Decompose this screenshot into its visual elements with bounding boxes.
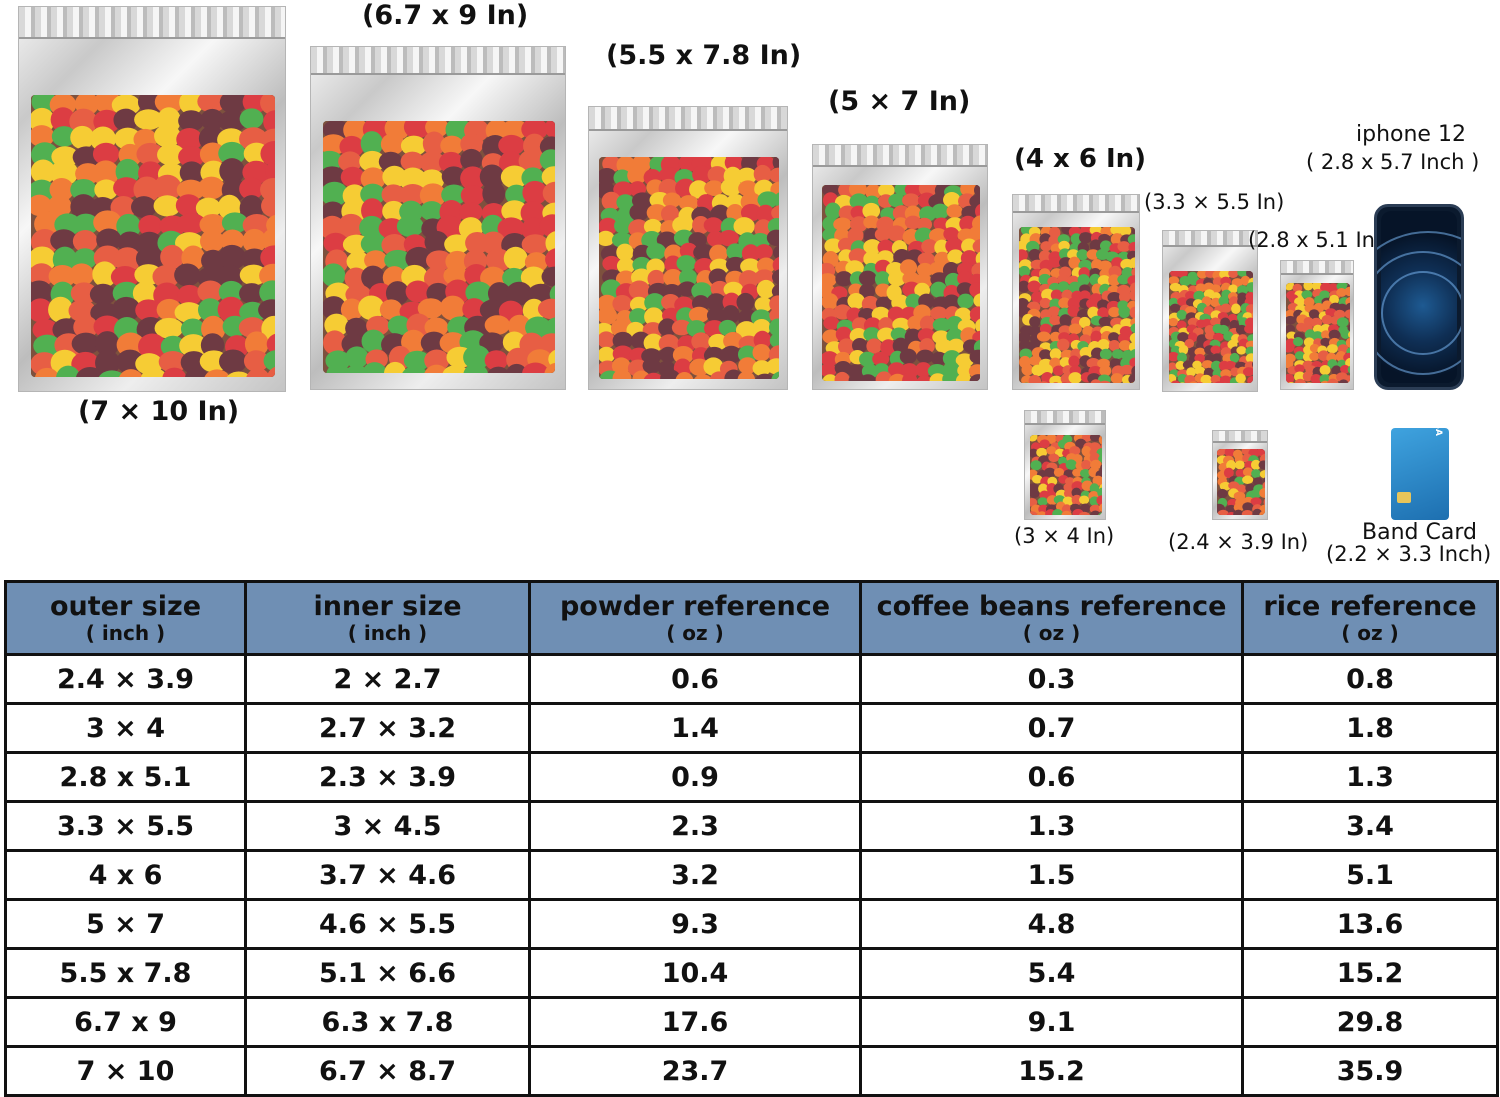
table-cell: 1.4 bbox=[530, 704, 861, 753]
table-cell: 6.7 × 8.7 bbox=[246, 1047, 530, 1096]
bag-7x10 bbox=[18, 6, 286, 392]
table-cell: 3.7 × 4.6 bbox=[246, 851, 530, 900]
table-cell: 1.5 bbox=[861, 851, 1243, 900]
table-cell: 2.4 × 3.9 bbox=[6, 655, 246, 704]
table-cell: 0.3 bbox=[861, 655, 1243, 704]
card-size: (2.2 × 3.3 Inch) bbox=[1326, 542, 1491, 566]
table-cell: 6.7 x 9 bbox=[6, 998, 246, 1047]
table-cell: 0.6 bbox=[530, 655, 861, 704]
bank-card-image: VISA bbox=[1391, 428, 1449, 520]
table-cell: 5.1 bbox=[1243, 851, 1498, 900]
table-cell: 2.7 × 3.2 bbox=[246, 704, 530, 753]
candy-fill bbox=[323, 121, 555, 373]
table-cell: 4 x 6 bbox=[6, 851, 246, 900]
table-cell: 23.7 bbox=[530, 1047, 861, 1096]
bag-label-2.8x5.1: (2.8 x 5.1 In bbox=[1248, 228, 1375, 252]
table-cell: 15.2 bbox=[861, 1047, 1243, 1096]
table-cell: 3.2 bbox=[530, 851, 861, 900]
header-powder: powder reference( oz ) bbox=[530, 582, 861, 655]
header-outer-size: outer size( inch ) bbox=[6, 582, 246, 655]
table-cell: 2 × 2.7 bbox=[246, 655, 530, 704]
candy-fill bbox=[1019, 227, 1135, 383]
candy-fill bbox=[822, 185, 980, 381]
table-cell: 29.8 bbox=[1243, 998, 1498, 1047]
table-cell: 4.6 × 5.5 bbox=[246, 900, 530, 949]
header-rice: rice reference( oz ) bbox=[1243, 582, 1498, 655]
header-coffee: coffee beans reference( oz ) bbox=[861, 582, 1243, 655]
bag-label-5.5x7.8: (5.5 x 7.8 In) bbox=[606, 40, 801, 71]
phone-size: ( 2.8 x 5.7 Inch ) bbox=[1306, 150, 1479, 174]
table-cell: 1.3 bbox=[1243, 753, 1498, 802]
bag-4x6 bbox=[1012, 194, 1140, 390]
size-reference-table: outer size( inch ) inner size( inch ) po… bbox=[4, 580, 1499, 1097]
table-cell: 2.3 bbox=[530, 802, 861, 851]
table-cell: 13.6 bbox=[1243, 900, 1498, 949]
table-cell: 3.3 × 5.5 bbox=[6, 802, 246, 851]
candy-fill bbox=[1030, 435, 1102, 515]
table-cell: 9.1 bbox=[861, 998, 1243, 1047]
table-cell: 0.8 bbox=[1243, 655, 1498, 704]
table-cell: 10.4 bbox=[530, 949, 861, 998]
table-cell: 9.3 bbox=[530, 900, 861, 949]
candy-fill bbox=[1169, 271, 1253, 383]
bag-label-3x4: (3 × 4 In) bbox=[1014, 524, 1114, 548]
candy-fill bbox=[1286, 283, 1350, 383]
card-chip-icon bbox=[1397, 492, 1411, 503]
table-cell: 7 × 10 bbox=[6, 1047, 246, 1096]
bag-label-7x10: (7 × 10 In) bbox=[78, 396, 239, 427]
table-cell: 4.8 bbox=[861, 900, 1243, 949]
bag-label-4x6: (4 x 6 In) bbox=[1014, 144, 1146, 174]
candy-fill bbox=[1217, 449, 1265, 515]
candy-fill bbox=[31, 95, 275, 377]
phone-title: iphone 12 bbox=[1356, 122, 1466, 147]
header-inner-size: inner size( inch ) bbox=[246, 582, 530, 655]
table-cell: 35.9 bbox=[1243, 1047, 1498, 1096]
table-cell: 0.6 bbox=[861, 753, 1243, 802]
table-cell: 5 × 7 bbox=[6, 900, 246, 949]
bag-label-5x7: (5 × 7 In) bbox=[828, 86, 970, 117]
table-cell: 15.2 bbox=[1243, 949, 1498, 998]
table-cell: 0.9 bbox=[530, 753, 861, 802]
bag-5x7 bbox=[812, 144, 988, 390]
table-cell: 5.4 bbox=[861, 949, 1243, 998]
table-cell: 5.1 × 6.6 bbox=[246, 949, 530, 998]
bag-3.3x5.5 bbox=[1162, 230, 1258, 392]
bag-label-2.4x3.9: (2.4 × 3.9 In) bbox=[1168, 530, 1308, 554]
iphone-image bbox=[1374, 204, 1464, 390]
table-cell: 1.8 bbox=[1243, 704, 1498, 753]
bag-label-6.7x9: (6.7 x 9 In) bbox=[362, 0, 528, 31]
bag-2.8x5.1 bbox=[1280, 260, 1354, 390]
table-cell: 1.3 bbox=[861, 802, 1243, 851]
bag-5.5x7.8 bbox=[588, 106, 788, 390]
bag-2.4x3.9 bbox=[1212, 430, 1268, 520]
table-cell: 2.3 × 3.9 bbox=[246, 753, 530, 802]
table-cell: 3.4 bbox=[1243, 802, 1498, 851]
bag-6.7x9 bbox=[310, 46, 566, 390]
table-cell: 5.5 x 7.8 bbox=[6, 949, 246, 998]
candy-fill bbox=[599, 157, 779, 379]
bag-3x4 bbox=[1024, 410, 1106, 520]
table-cell: 3 × 4.5 bbox=[246, 802, 530, 851]
table-cell: 3 × 4 bbox=[6, 704, 246, 753]
bag-label-3.3x5.5: (3.3 × 5.5 In) bbox=[1144, 190, 1284, 214]
table-header-row: outer size( inch ) inner size( inch ) po… bbox=[6, 582, 1498, 655]
table-cell: 17.6 bbox=[530, 998, 861, 1047]
card-brand: VISA bbox=[1433, 412, 1443, 436]
table-cell: 2.8 x 5.1 bbox=[6, 753, 246, 802]
table-cell: 6.3 x 7.8 bbox=[246, 998, 530, 1047]
table-cell: 0.7 bbox=[861, 704, 1243, 753]
